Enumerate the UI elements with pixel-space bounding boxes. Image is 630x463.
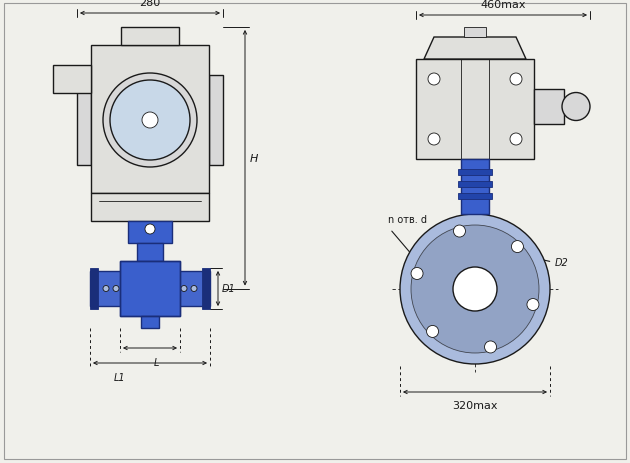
Bar bbox=[202, 269, 210, 309]
Circle shape bbox=[510, 74, 522, 86]
Bar bbox=[416, 60, 534, 160]
Text: L1: L1 bbox=[114, 372, 126, 382]
Text: L: L bbox=[153, 357, 159, 367]
Polygon shape bbox=[424, 38, 526, 60]
Text: 320max: 320max bbox=[452, 400, 498, 410]
Bar bbox=[121, 28, 179, 46]
Bar bbox=[77, 76, 91, 166]
Bar bbox=[91, 194, 209, 221]
Circle shape bbox=[484, 341, 496, 353]
Circle shape bbox=[428, 74, 440, 86]
Bar bbox=[461, 160, 489, 214]
Circle shape bbox=[427, 326, 438, 338]
Circle shape bbox=[145, 225, 155, 234]
Bar bbox=[91, 46, 209, 194]
Circle shape bbox=[411, 268, 423, 280]
Circle shape bbox=[181, 286, 187, 292]
Circle shape bbox=[428, 134, 440, 146]
Circle shape bbox=[142, 113, 158, 129]
Bar bbox=[128, 221, 172, 244]
Text: D1: D1 bbox=[222, 284, 236, 294]
Text: D2: D2 bbox=[554, 257, 568, 268]
Bar bbox=[90, 269, 98, 309]
Circle shape bbox=[453, 268, 497, 311]
Bar bbox=[53, 66, 91, 94]
Text: 280: 280 bbox=[139, 0, 161, 8]
Text: 460max: 460max bbox=[480, 0, 526, 10]
Circle shape bbox=[411, 225, 539, 353]
Bar bbox=[120, 262, 180, 316]
Bar bbox=[150, 271, 210, 307]
Circle shape bbox=[527, 299, 539, 311]
Circle shape bbox=[510, 134, 522, 146]
Bar bbox=[464, 28, 486, 38]
Circle shape bbox=[454, 225, 466, 238]
Circle shape bbox=[191, 286, 197, 292]
Bar bbox=[534, 90, 564, 125]
Bar bbox=[90, 271, 150, 307]
Text: n отв. d: n отв. d bbox=[388, 214, 427, 225]
Bar bbox=[120, 262, 180, 316]
Text: H: H bbox=[250, 153, 258, 163]
Circle shape bbox=[512, 241, 524, 253]
Bar bbox=[141, 316, 159, 328]
Circle shape bbox=[113, 286, 119, 292]
Circle shape bbox=[562, 94, 590, 121]
Circle shape bbox=[103, 74, 197, 168]
Circle shape bbox=[103, 286, 109, 292]
Bar bbox=[137, 244, 163, 262]
Bar bbox=[458, 169, 492, 175]
Circle shape bbox=[400, 214, 550, 364]
Bar bbox=[209, 76, 223, 166]
Circle shape bbox=[110, 81, 190, 161]
Bar bbox=[458, 181, 492, 188]
Bar bbox=[458, 194, 492, 200]
